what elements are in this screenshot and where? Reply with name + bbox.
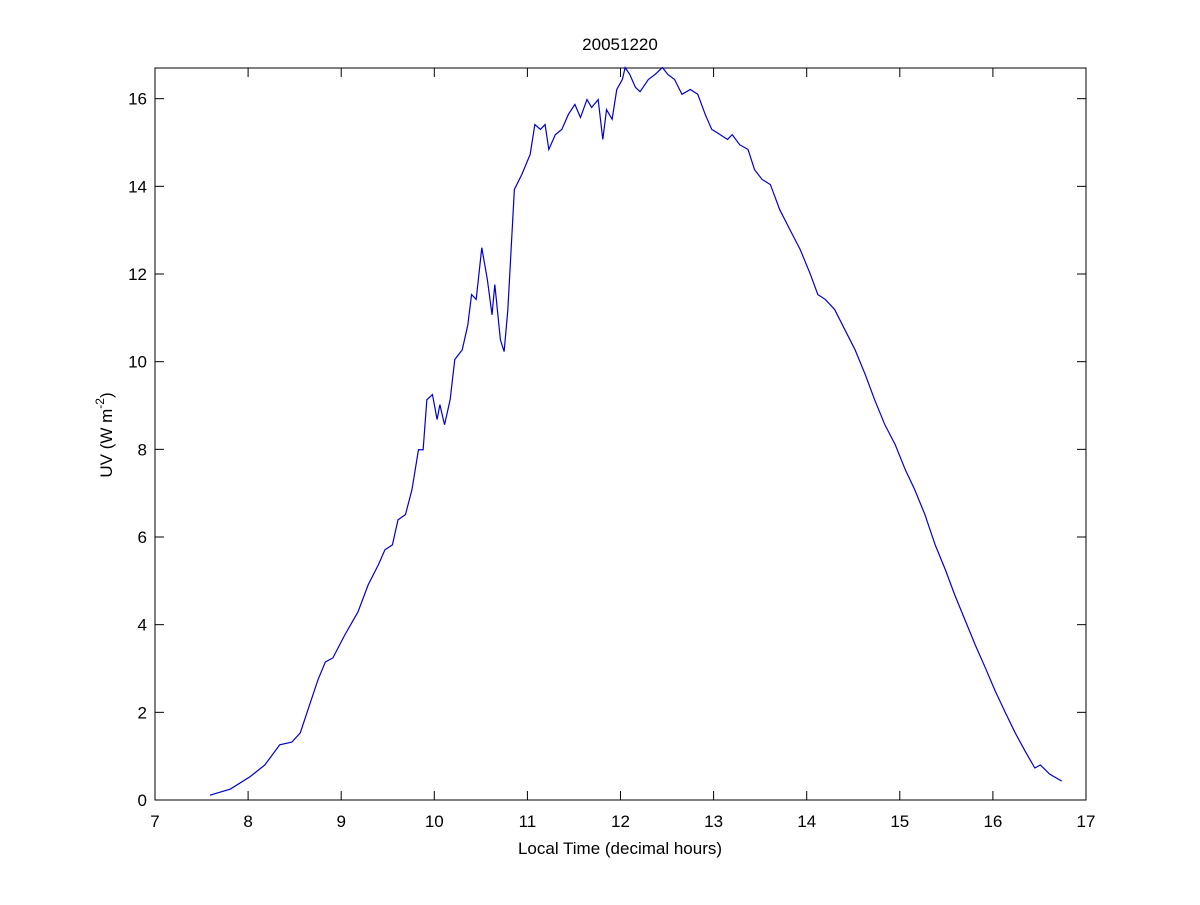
x-tick-label: 8 <box>243 812 252 831</box>
x-tick-label: 11 <box>519 812 537 831</box>
x-tick-label: 14 <box>797 812 816 831</box>
y-tick-label: 8 <box>138 440 147 459</box>
y-label-suffix: ) <box>97 392 116 398</box>
x-tick-label: 10 <box>425 812 444 831</box>
y-tick-label: 4 <box>138 616 147 635</box>
y-tick-label: 16 <box>128 90 147 109</box>
x-tick-label: 17 <box>1077 812 1096 831</box>
x-axis-label: Local Time (decimal hours) <box>518 839 722 858</box>
x-tick-label: 9 <box>336 812 345 831</box>
y-axis-label: UV (W m-2) <box>93 392 116 477</box>
x-tick-label: 7 <box>150 812 159 831</box>
y-tick-label: 14 <box>128 177 147 196</box>
y-tick-label: 10 <box>128 353 147 372</box>
x-tick-label: 12 <box>611 812 630 831</box>
chart-title: 20051220 <box>582 35 658 54</box>
y-tick-label: 0 <box>138 791 147 810</box>
y-tick-label: 6 <box>138 528 147 547</box>
y-tick-label: 2 <box>138 703 147 722</box>
data-line <box>209 66 1063 796</box>
y-label-text: UV (W m <box>97 409 116 478</box>
x-tick-label: 15 <box>890 812 909 831</box>
x-tick-label: 13 <box>704 812 723 831</box>
x-tick-label: 16 <box>983 812 1002 831</box>
y-label-superscript: -2 <box>93 398 107 409</box>
y-tick-label: 12 <box>128 265 147 284</box>
